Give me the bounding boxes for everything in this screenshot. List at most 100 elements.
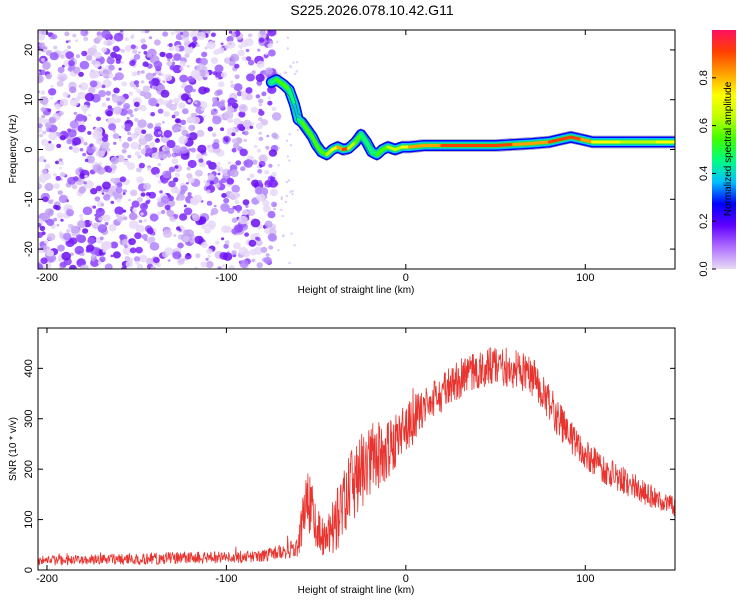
y-tick-label: 20: [23, 44, 35, 56]
noise-blob: [96, 35, 103, 41]
noise-blob: [91, 254, 96, 259]
noise-blob: [167, 58, 171, 62]
noise-blob: [78, 186, 86, 194]
noise-blob: [38, 232, 44, 238]
noise-blob: [120, 61, 124, 65]
noise-blob: [130, 189, 138, 197]
noise-blob: [238, 44, 242, 48]
noise-blob: [267, 43, 273, 49]
noise-blob: [173, 177, 179, 183]
noise-blob: [137, 119, 147, 128]
noise-blob: [168, 180, 176, 188]
noise-blob: [71, 184, 78, 190]
noise-blob: [102, 249, 107, 253]
noise-blob: [157, 201, 164, 208]
noise-blob: [171, 61, 176, 66]
noise-blob: [144, 153, 149, 157]
noise-blob: [99, 256, 106, 263]
noise-blob: [166, 209, 175, 217]
noise-blob: [241, 56, 247, 61]
noise-blob: [122, 189, 127, 193]
noise-blob: [160, 196, 170, 204]
noise-blob: [206, 248, 213, 254]
noise-blob: [157, 131, 162, 135]
noise-blob: [150, 112, 156, 117]
ridge-core-segment: [558, 135, 573, 141]
noise-blob: [258, 37, 265, 43]
ridge-core-segment: [530, 140, 551, 145]
noise-blob: [178, 45, 185, 52]
noise-blob: [149, 242, 160, 251]
noise-speck: [295, 70, 298, 73]
y-tick-label: -20: [23, 241, 35, 257]
noise-blob: [84, 158, 89, 163]
noise-blob: [216, 89, 223, 96]
colorbar-tick-label: 0.4: [698, 166, 710, 181]
noise-blob: [268, 179, 278, 188]
noise-blob: [204, 227, 211, 234]
noise-blob: [129, 60, 136, 67]
noise-speck: [286, 47, 289, 50]
noise-blob: [154, 123, 159, 127]
noise-blob: [112, 129, 117, 133]
noise-blob: [53, 183, 60, 189]
noise-blob: [180, 119, 187, 126]
noise-blob: [256, 165, 260, 169]
snr-frame: [37, 327, 676, 571]
noise-speck: [279, 73, 282, 76]
noise-blob: [138, 219, 143, 223]
noise-blob: [44, 208, 55, 217]
colorbar-tick-label: 0.2: [698, 214, 710, 229]
noise-blob: [216, 161, 221, 167]
noise-blob: [87, 237, 96, 245]
noise-blob: [212, 115, 222, 125]
noise-blob: [268, 245, 274, 250]
noise-speck: [288, 133, 291, 136]
noise-blob: [212, 133, 216, 137]
noise-blob: [130, 132, 138, 140]
noise-blob: [222, 252, 233, 261]
noise-blob: [136, 176, 144, 184]
noise-blob: [75, 234, 83, 241]
noise-blob: [186, 64, 190, 68]
noise-blob: [60, 51, 66, 57]
noise-blob: [77, 124, 86, 133]
noise-blob: [168, 195, 174, 202]
noise-blob: [231, 250, 237, 256]
noise-blob: [151, 152, 159, 159]
noise-blob: [215, 183, 221, 189]
noise-blob: [38, 74, 44, 84]
noise-blob: [173, 97, 180, 104]
noise-blob: [101, 136, 109, 142]
noise-blob: [91, 146, 95, 150]
noise-blob: [242, 199, 250, 206]
noise-blob: [65, 51, 74, 60]
noise-blob: [98, 217, 103, 221]
snr-ticks: -200 -100 0 100 0 100 200 300 400: [23, 328, 675, 585]
noise-blob: [59, 166, 62, 170]
noise-blob: [256, 193, 266, 202]
noise-blob: [128, 91, 134, 96]
noise-blob: [186, 117, 193, 124]
noise-blob: [98, 90, 106, 98]
noise-blob: [184, 45, 194, 54]
noise-blob: [70, 252, 74, 256]
noise-blob: [54, 103, 62, 110]
noise-blob: [262, 199, 270, 207]
noise-blob: [256, 262, 263, 269]
noise-blob: [188, 124, 196, 131]
noise-speck: [280, 208, 283, 211]
noise-blob: [137, 72, 141, 76]
noise-blob: [263, 53, 269, 59]
spectrogram-heatmap: [38, 30, 675, 269]
ridge-core-segment: [407, 144, 426, 149]
noise-blob: [238, 246, 248, 256]
noise-blob: [158, 73, 162, 76]
ridge-edge-lower: [271, 85, 675, 161]
noise-blob: [209, 180, 215, 185]
noise-blob: [134, 108, 138, 112]
noise-blob: [145, 72, 154, 81]
noise-blob: [115, 186, 123, 194]
noise-blob: [136, 167, 142, 173]
noise-speck: [287, 179, 290, 182]
